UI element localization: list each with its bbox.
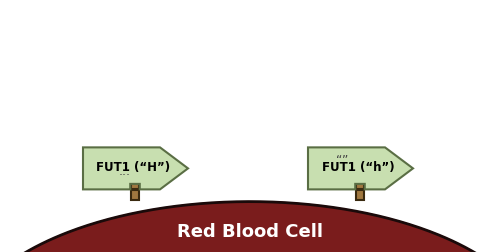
Bar xyxy=(356,190,364,200)
Polygon shape xyxy=(308,147,413,190)
Text: ”: ” xyxy=(342,154,348,167)
Polygon shape xyxy=(83,147,188,190)
Bar xyxy=(356,167,364,177)
Polygon shape xyxy=(123,167,131,177)
Polygon shape xyxy=(338,160,348,172)
Text: FUT1 (“h”): FUT1 (“h”) xyxy=(322,161,394,174)
Bar xyxy=(131,178,139,188)
Bar xyxy=(134,188,136,190)
Text: ...: ... xyxy=(118,165,130,178)
Polygon shape xyxy=(0,202,500,252)
Bar xyxy=(131,190,139,200)
Bar xyxy=(356,178,364,188)
Text: “: “ xyxy=(336,154,342,167)
Bar xyxy=(134,177,136,178)
Bar xyxy=(131,167,139,177)
Text: FUT1 (“H”): FUT1 (“H”) xyxy=(96,161,170,174)
Text: Red Blood Cell: Red Blood Cell xyxy=(177,223,323,241)
